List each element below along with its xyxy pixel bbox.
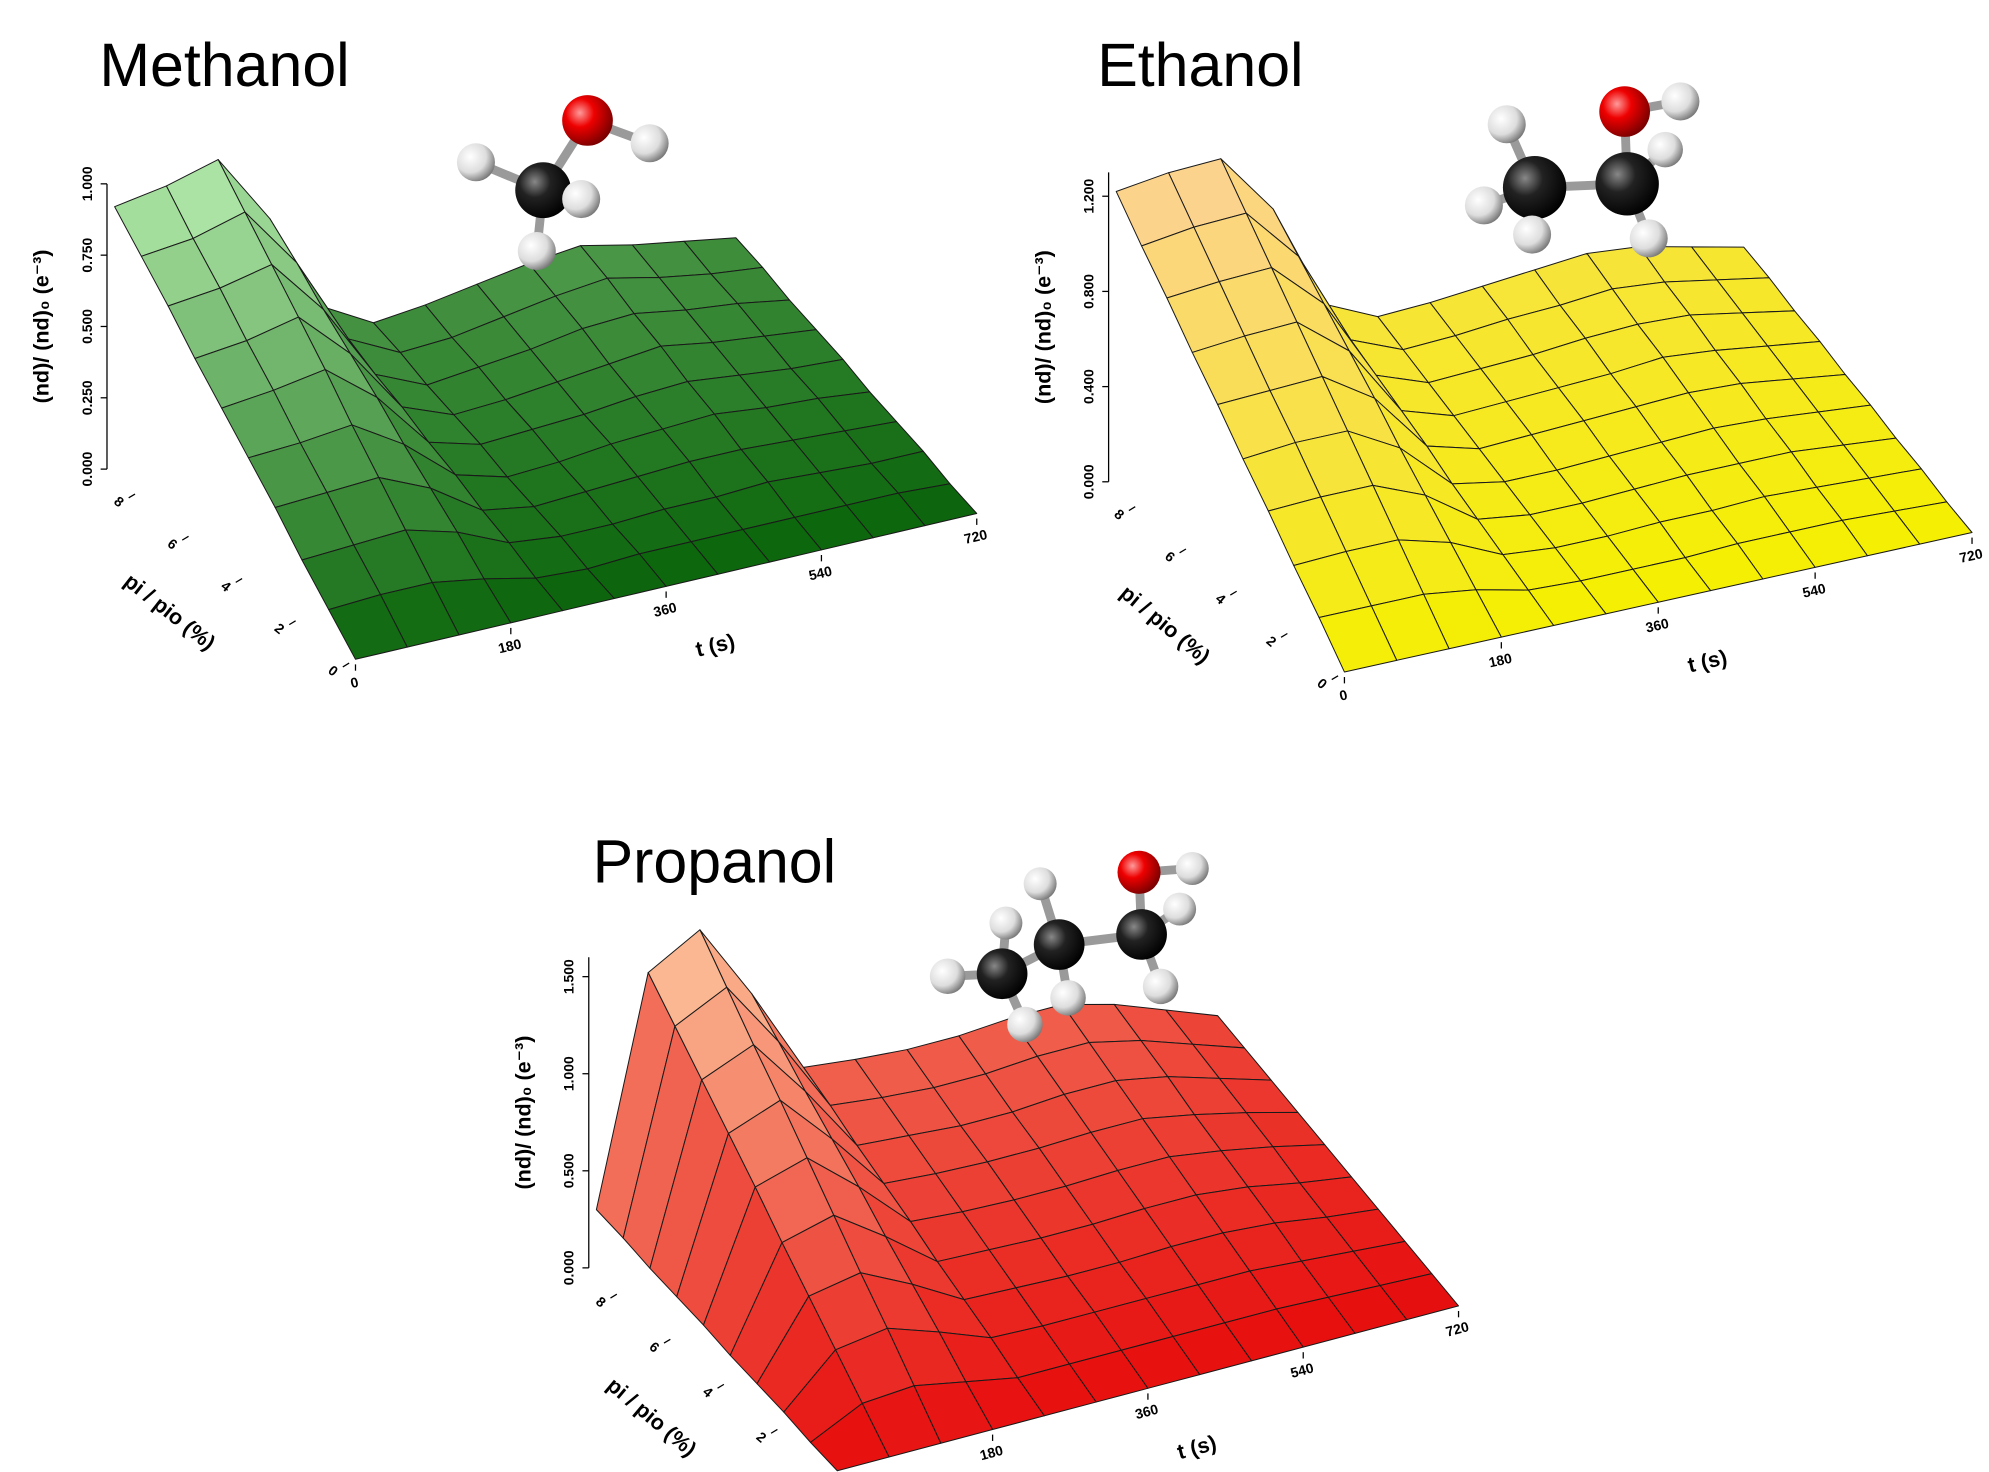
y-axis-label: pi / pio (%) <box>602 1372 701 1461</box>
y-tick <box>664 1339 670 1343</box>
y-tick-label: 8 <box>593 1293 609 1310</box>
y-tick-label: 6 <box>646 1338 662 1355</box>
x-axis-label: t (s) <box>693 628 737 661</box>
z-tick-label: 1.500 <box>561 959 577 994</box>
z-tick-label: 0.500 <box>79 309 95 344</box>
y-tick-label: 0 <box>325 662 341 680</box>
z-axis-label: (nd)/ (nd)₀ (e⁻³) <box>510 1036 535 1190</box>
chart-title: Ethanol <box>1097 31 1303 99</box>
charts: Methanol 0.000 0.250 0.500 0.750 1.000 (nd)/ (… <box>29 31 1985 1471</box>
z-tick-label: 0.400 <box>1080 369 1096 404</box>
y-tick <box>289 621 295 625</box>
methanol-molecule <box>457 95 669 270</box>
y-tick-label: 8 <box>111 493 127 511</box>
z-tick-label: 0.250 <box>79 380 95 415</box>
x-tick-label: 720 <box>1444 1318 1471 1339</box>
page: Methanol 0.000 0.250 0.500 0.750 1.000 (nd)/ (… <box>0 0 1989 1472</box>
y-tick <box>343 663 349 667</box>
x-tick-label: 360 <box>1133 1401 1160 1422</box>
y-tick-label: 6 <box>1162 548 1178 565</box>
y-tick <box>236 579 242 583</box>
z-tick-label: 1.000 <box>561 1056 577 1091</box>
y-tick-label: 4 <box>700 1383 716 1400</box>
x-tick-label: 360 <box>1644 615 1670 636</box>
y-axis-label: pi / pio (%) <box>119 568 220 655</box>
y-tick-label: 2 <box>272 620 288 638</box>
z-axis-label: (nd)/ (nd)₀ (e⁻³) <box>29 250 54 404</box>
y-tick-label: 0 <box>1314 675 1330 692</box>
x-tick-label: 540 <box>1801 580 1827 601</box>
z-tick-label: 0.000 <box>79 451 95 486</box>
y-tick <box>771 1429 777 1433</box>
y-tick <box>1332 676 1338 680</box>
y-tick <box>1129 507 1135 511</box>
z-tick-label: 1.200 <box>1080 179 1096 214</box>
x-tick-label: 0 <box>349 674 360 691</box>
figure: Methanol 0.000 0.250 0.500 0.750 1.000 (nd)/ (… <box>0 0 1989 1472</box>
y-tick-label: 8 <box>1111 506 1127 523</box>
x-tick-label: 540 <box>1289 1359 1316 1380</box>
y-tick-label: 6 <box>165 535 181 553</box>
x-tick-label: 720 <box>962 526 989 547</box>
y-tick <box>1180 549 1186 553</box>
x-tick-label: 180 <box>978 1442 1005 1463</box>
y-tick <box>610 1294 616 1298</box>
y-tick <box>129 494 135 498</box>
z-axis-label: (nd)/ (nd)₀ (e⁻³) <box>1030 250 1055 404</box>
x-axis-label: t (s) <box>1685 644 1729 677</box>
surface-chart: Methanol 0.000 0.250 0.500 0.750 1.000 (nd)/ (… <box>29 31 989 691</box>
y-tick <box>1230 591 1236 595</box>
y-tick <box>1281 634 1287 638</box>
z-tick-label: 0.750 <box>79 237 95 272</box>
y-tick-label: 2 <box>1263 632 1279 649</box>
y-tick-label: 4 <box>1213 590 1229 607</box>
x-tick-label: 180 <box>1487 650 1513 671</box>
x-tick-label: 360 <box>652 599 679 620</box>
y-tick-label: 2 <box>753 1428 769 1445</box>
ethanol-molecule <box>1465 82 1700 257</box>
y-tick <box>718 1384 724 1388</box>
y-tick <box>182 536 188 540</box>
x-tick-label: 540 <box>807 562 834 583</box>
z-tick-label: 0.000 <box>561 1250 577 1285</box>
x-tick-label: 180 <box>497 635 524 656</box>
chart-title: Propanol <box>593 827 837 895</box>
y-tick-label: 4 <box>218 577 234 595</box>
x-tick-label: 0 <box>1338 686 1349 703</box>
z-tick-label: 0.800 <box>1080 274 1096 309</box>
z-tick-label: 0.000 <box>1080 464 1096 499</box>
x-tick-label: 720 <box>1958 545 1984 566</box>
z-tick-label: 1.000 <box>79 166 95 201</box>
x-axis-label: t (s) <box>1174 1430 1219 1464</box>
chart-title: Methanol <box>99 31 349 99</box>
y-axis-label: pi / pio (%) <box>1116 580 1216 669</box>
z-tick-label: 0.500 <box>561 1153 577 1188</box>
